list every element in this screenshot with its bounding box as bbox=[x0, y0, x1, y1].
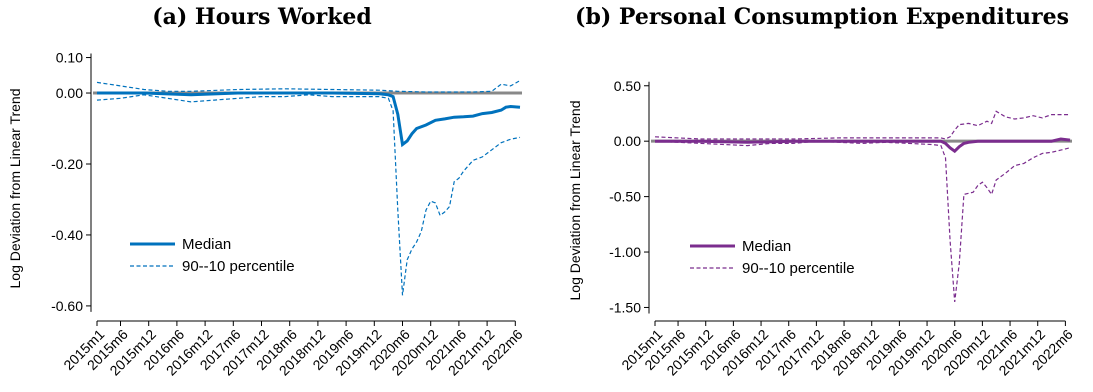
y-tick-label: 0.00 bbox=[56, 85, 83, 101]
panel-personal-consumption: (b) Personal Consumption Expenditures Log… bbox=[567, 4, 1076, 379]
y-axis-label: Log Deviation from Linear Trend bbox=[567, 101, 583, 301]
y-tick-label: -0.40 bbox=[51, 227, 83, 243]
y-tick-label: -0.60 bbox=[51, 298, 83, 314]
y-tick-label: -0.50 bbox=[609, 189, 641, 205]
chart-title: (a) Hours Worked bbox=[152, 4, 372, 30]
chart-title: (b) Personal Consumption Expenditures bbox=[575, 4, 1069, 30]
y-axis-label: Log Deviation from Linear Trend bbox=[7, 89, 23, 289]
y-tick-label: 0.50 bbox=[614, 78, 641, 94]
legend-percentile-label: 90--10 percentile bbox=[742, 260, 855, 277]
percentile-90-line bbox=[96, 80, 521, 93]
median-line bbox=[655, 137, 1071, 154]
percentile-10-line bbox=[96, 94, 521, 296]
legend-median-label: Median bbox=[742, 238, 791, 255]
y-tick-label: 0.10 bbox=[56, 50, 83, 66]
y-tick-label: 0.00 bbox=[614, 133, 641, 149]
y-tick-label: -1.50 bbox=[609, 299, 641, 315]
legend-percentile-label: 90--10 percentile bbox=[182, 258, 295, 275]
y-tick-label: -0.20 bbox=[51, 156, 83, 172]
legend-median-label: Median bbox=[182, 236, 231, 253]
percentile-90-line bbox=[654, 110, 1070, 140]
median-line bbox=[97, 91, 521, 148]
panel-hours-worked: (a) Hours Worked Log Deviation from Linea… bbox=[7, 4, 526, 379]
y-tick-label: -1.00 bbox=[609, 244, 641, 260]
percentile-10-line bbox=[654, 140, 1071, 302]
